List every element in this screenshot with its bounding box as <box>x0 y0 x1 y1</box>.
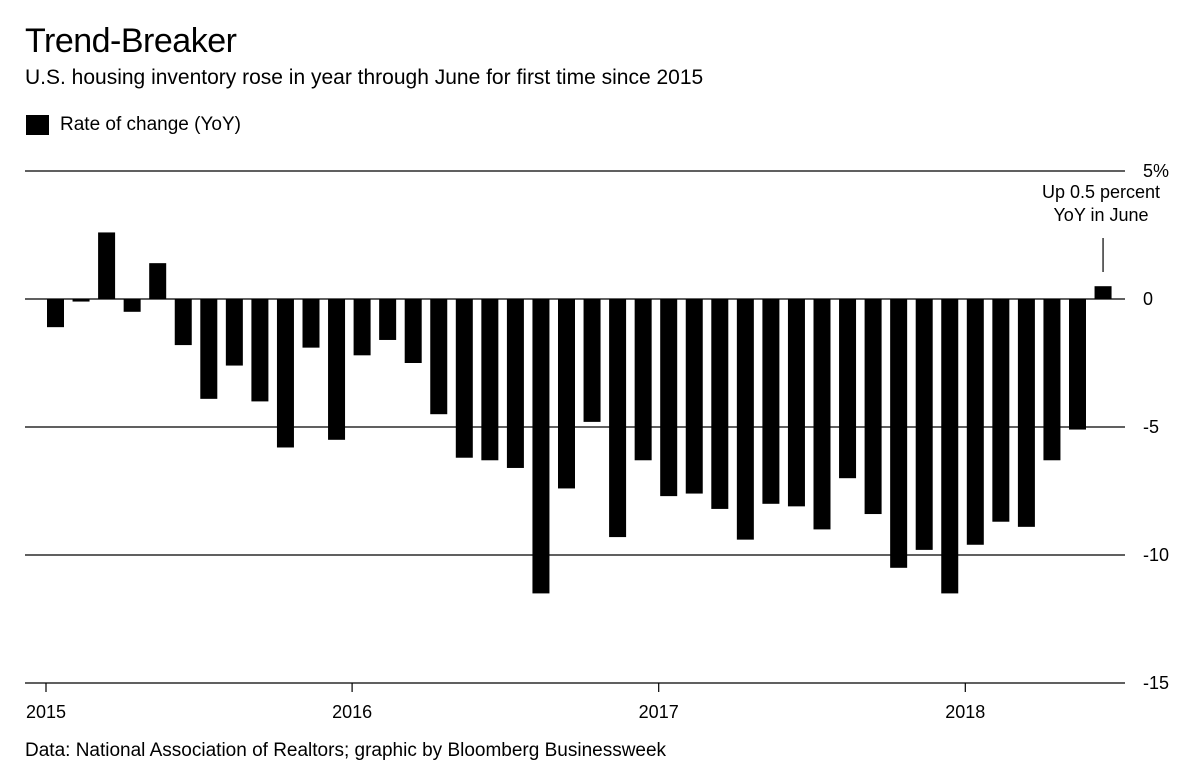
y-tick-label: -15 <box>1143 673 1169 693</box>
bar-2017-02 <box>685 299 703 494</box>
legend-swatch <box>26 115 49 135</box>
bar-2017-05 <box>762 299 780 504</box>
bar-2015-03 <box>98 232 116 299</box>
bar-2016-03 <box>404 299 422 363</box>
x-tick-label: 2018 <box>945 702 985 722</box>
x-axis: 2015 2016 2017 2018 <box>26 683 985 722</box>
bar-2018-05 <box>1069 299 1086 430</box>
bar-2016-11 <box>609 299 627 538</box>
bar-2017-06 <box>787 299 805 507</box>
bar-2017-12 <box>941 299 959 594</box>
bar-2015-10 <box>276 299 294 448</box>
bar-2017-04 <box>736 299 754 540</box>
bar-2015-07 <box>200 299 218 399</box>
bar-2018-04 <box>1043 299 1061 461</box>
y-tick-label: 0 <box>1143 289 1153 309</box>
y-tick-label: -10 <box>1143 545 1169 565</box>
chart-title: Trend-Breaker <box>25 22 237 60</box>
bar-2016-02 <box>379 299 397 340</box>
bar-2016-10 <box>583 299 601 422</box>
bar-2018-03 <box>1017 299 1035 527</box>
bar-2015-05 <box>149 263 167 299</box>
bar-2016-08 <box>532 299 550 594</box>
bar-2015-12 <box>328 299 346 440</box>
bar-2015-08 <box>225 299 243 366</box>
bar-2016-06 <box>481 299 499 461</box>
bar-2015-02 <box>72 299 90 302</box>
bar-2015-09 <box>251 299 269 402</box>
y-tick-label: -5 <box>1143 417 1159 437</box>
bar-2015-06 <box>174 299 192 346</box>
bar-2015-01 <box>47 299 64 328</box>
annotation-line-2: YoY in June <box>1053 205 1148 225</box>
bar-2017-03 <box>711 299 729 509</box>
bar-2017-01 <box>660 299 678 497</box>
bars <box>47 232 1112 594</box>
bar-2015-04 <box>123 299 141 312</box>
bar-2016-05 <box>455 299 473 458</box>
bar-2016-07 <box>506 299 524 468</box>
chart-subtitle: U.S. housing inventory rose in year thro… <box>25 66 704 89</box>
annotation-line-1: Up 0.5 percent <box>1042 182 1160 202</box>
bar-2017-09 <box>864 299 882 515</box>
source-note: Data: National Association of Realtors; … <box>25 740 667 761</box>
bar-2017-11 <box>915 299 933 550</box>
bar-2017-07 <box>813 299 831 530</box>
bar-2016-09 <box>558 299 575 489</box>
y-tick-label: 5% <box>1143 161 1169 181</box>
legend-label: Rate of change (YoY) <box>60 114 241 135</box>
bar-2018-06 <box>1094 286 1112 299</box>
bar-2016-12 <box>634 299 652 461</box>
bar-2018-02 <box>992 299 1010 522</box>
y-axis-labels: 5% 0 -5 -10 -15 <box>1143 161 1169 693</box>
bar-2017-10 <box>890 299 908 568</box>
bar-2016-01 <box>353 299 371 356</box>
bar-2016-04 <box>430 299 448 415</box>
bar-2015-11 <box>302 299 320 348</box>
x-tick-label: 2017 <box>639 702 679 722</box>
bar-2017-08 <box>839 299 857 479</box>
annotation: Up 0.5 percent YoY in June <box>1042 182 1160 272</box>
x-tick-label: 2016 <box>332 702 372 722</box>
legend: Rate of change (YoY) <box>26 114 241 136</box>
x-tick-label: 2015 <box>26 702 66 722</box>
bar-2018-01 <box>966 299 984 545</box>
